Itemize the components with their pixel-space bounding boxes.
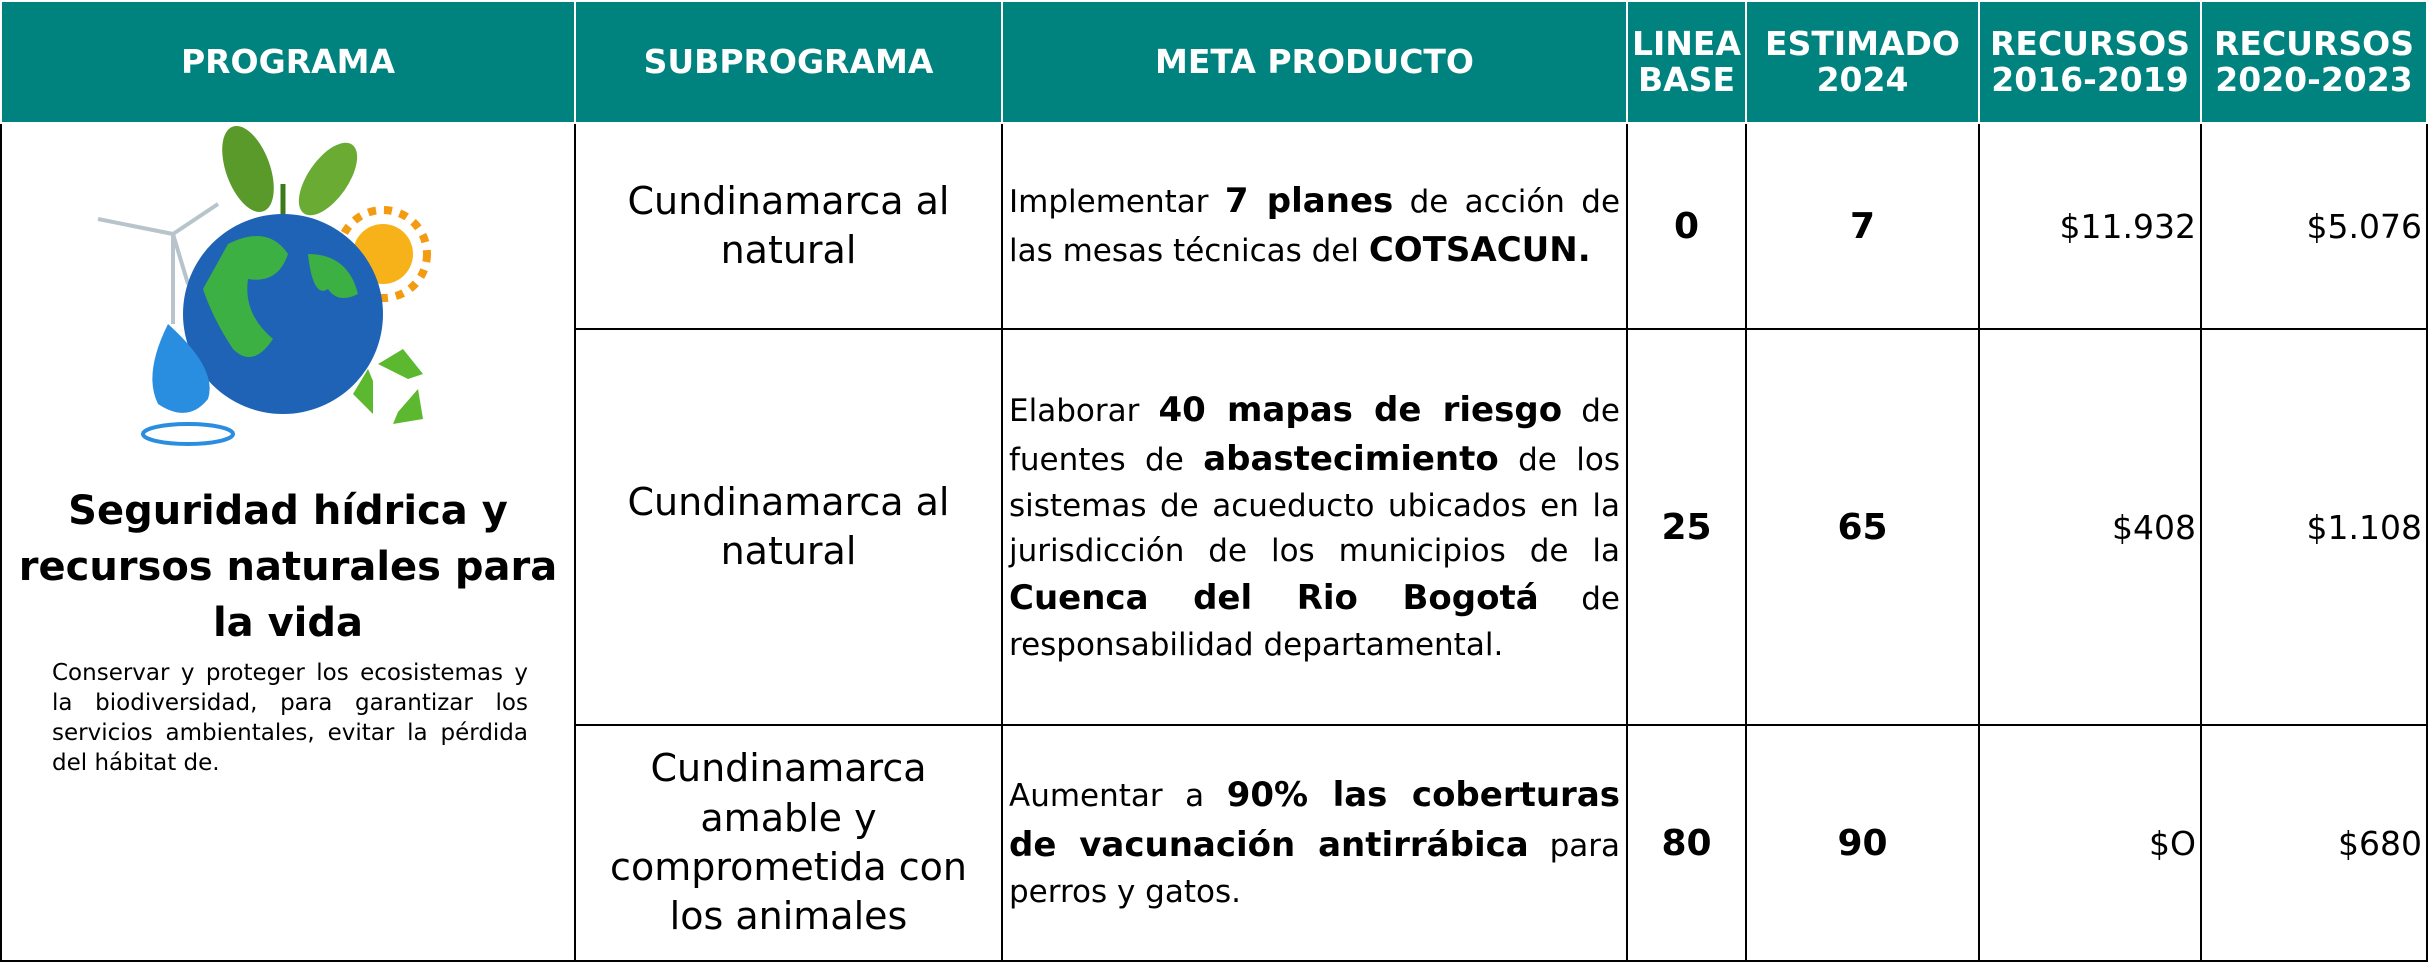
resources-cell: $5.076: [2200, 122, 2428, 330]
goal-text: para perros y gatos.: [1009, 827, 1620, 910]
resources-cell: $11.932: [1978, 122, 2202, 330]
goal-cell: Implementar 7 planes de acción de las me…: [1001, 122, 1628, 330]
column-header: LINEA BASE: [1626, 0, 1747, 124]
goal-text: Aumentar a: [1009, 778, 1227, 815]
program-title: Seguridad hídrica y recursos naturales p…: [18, 488, 558, 646]
row: Cundinamarca amable y comprometida con l…: [1, 724, 2428, 962]
ripple: [141, 422, 235, 446]
column-header: ESTIMADO 2024: [1745, 0, 1980, 124]
column-header: PROGRAMA: [0, 0, 576, 124]
goal-text: COTSACUN.: [1368, 230, 1591, 270]
table-body: Seguridad hídrica y recursos naturales p…: [0, 122, 2428, 962]
program-description: Conservar y proteger los ecosistemas y l…: [52, 660, 528, 776]
continent: [308, 254, 358, 298]
goal-text: 40 mapas de riesgo: [1158, 389, 1563, 430]
goal-text: abastecimiento: [1203, 438, 1499, 479]
subprogram-cell: Cundinamarca al natural: [574, 328, 1003, 726]
estimate-cell: 7: [1745, 122, 1980, 330]
subprogram-cell: Cundinamarca al natural: [574, 122, 1003, 330]
column-header: RECURSOS 2020-2023: [2200, 0, 2428, 124]
estimate-cell: 90: [1745, 724, 1980, 962]
column-header: RECURSOS 2016-2019: [1978, 0, 2202, 124]
column-header: META PRODUCTO: [1001, 0, 1628, 124]
goal-cell: Aumentar a 90% las coberturas de vacunac…: [1001, 724, 1628, 962]
goal-text: de fuentes de: [1009, 392, 1620, 478]
goal-text: Implementar: [1009, 183, 1225, 220]
program-cell: Seguridad hídrica y recursos naturales p…: [0, 122, 576, 962]
water-drop: [152, 324, 210, 413]
resources-cell: $408: [1978, 328, 2202, 726]
estimate-cell: 65: [1745, 328, 1980, 726]
baseline-cell: 0: [1626, 122, 1747, 330]
goal-text: de responsabilidad departamental.: [1009, 581, 1620, 664]
goal-text: de los sistemas de acueducto ubicados en…: [1009, 441, 1620, 570]
column-header: SUBPROGRAMA: [574, 0, 1003, 124]
wind-turbine: [97, 202, 220, 324]
resources-cell: $O: [1978, 724, 2202, 962]
continent: [203, 236, 288, 357]
goal-text: 7 planes: [1224, 180, 1394, 221]
globe: [183, 214, 383, 414]
baseline-cell: 25: [1626, 328, 1747, 726]
goal-text: Elaborar: [1009, 392, 1159, 429]
goal-cell: Elaborar 40 mapas de riesgo de fuentes d…: [1001, 328, 1628, 726]
recycle-icon: [353, 349, 423, 424]
header-row: PROGRAMA SUBPROGRAMA META PRODUCTO LINEA BA…: [0, 0, 2428, 124]
resources-cell: $680: [2200, 724, 2428, 962]
baseline-cell: 80: [1626, 724, 1747, 962]
goal-text: de acción de las mesas técnicas del: [1009, 183, 1621, 269]
resources-cell: $1.108: [2200, 328, 2428, 726]
leaves: [222, 126, 358, 234]
subprogram-cell: Cundinamarca amable y comprometida con l…: [574, 724, 1003, 962]
globe-illustration: [97, 126, 431, 446]
row: Seguridad hídrica y recursos naturales p…: [0, 122, 2428, 962]
goal-text: Cuenca del Rio Bogotá: [1009, 578, 1539, 619]
goal-text: 90% las coberturas de vacunación antirrá…: [1009, 775, 1620, 865]
row: Cundinamarca al natural Elaborar 40 mapas…: [1, 328, 2428, 726]
